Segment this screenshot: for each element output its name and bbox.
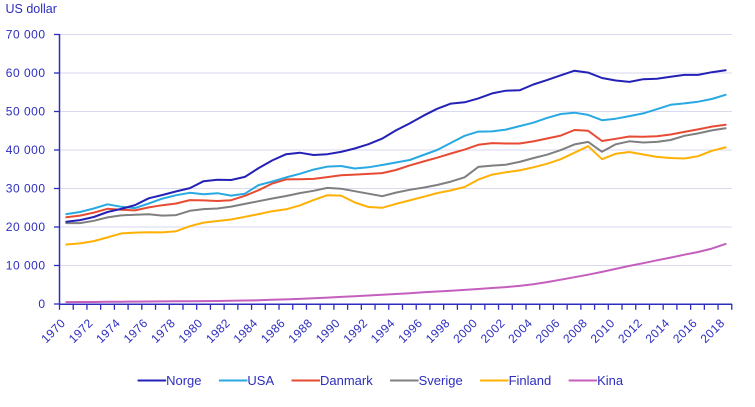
svg-text:10 000: 10 000 xyxy=(6,259,46,273)
svg-text:60 000: 60 000 xyxy=(6,66,46,80)
svg-text:Danmark: Danmark xyxy=(320,373,373,388)
svg-text:Finland: Finland xyxy=(509,373,552,388)
svg-text:20 000: 20 000 xyxy=(6,220,46,234)
svg-text:70 000: 70 000 xyxy=(6,28,46,42)
svg-text:US dollar: US dollar xyxy=(6,2,57,16)
svg-text:40 000: 40 000 xyxy=(6,143,46,157)
svg-text:Sverige: Sverige xyxy=(419,373,463,388)
svg-text:USA: USA xyxy=(247,373,274,388)
svg-text:30 000: 30 000 xyxy=(6,182,46,196)
svg-text:50 000: 50 000 xyxy=(6,105,46,119)
svg-text:Kina: Kina xyxy=(597,373,624,388)
svg-text:Norge: Norge xyxy=(166,373,201,388)
svg-text:0: 0 xyxy=(38,297,45,311)
